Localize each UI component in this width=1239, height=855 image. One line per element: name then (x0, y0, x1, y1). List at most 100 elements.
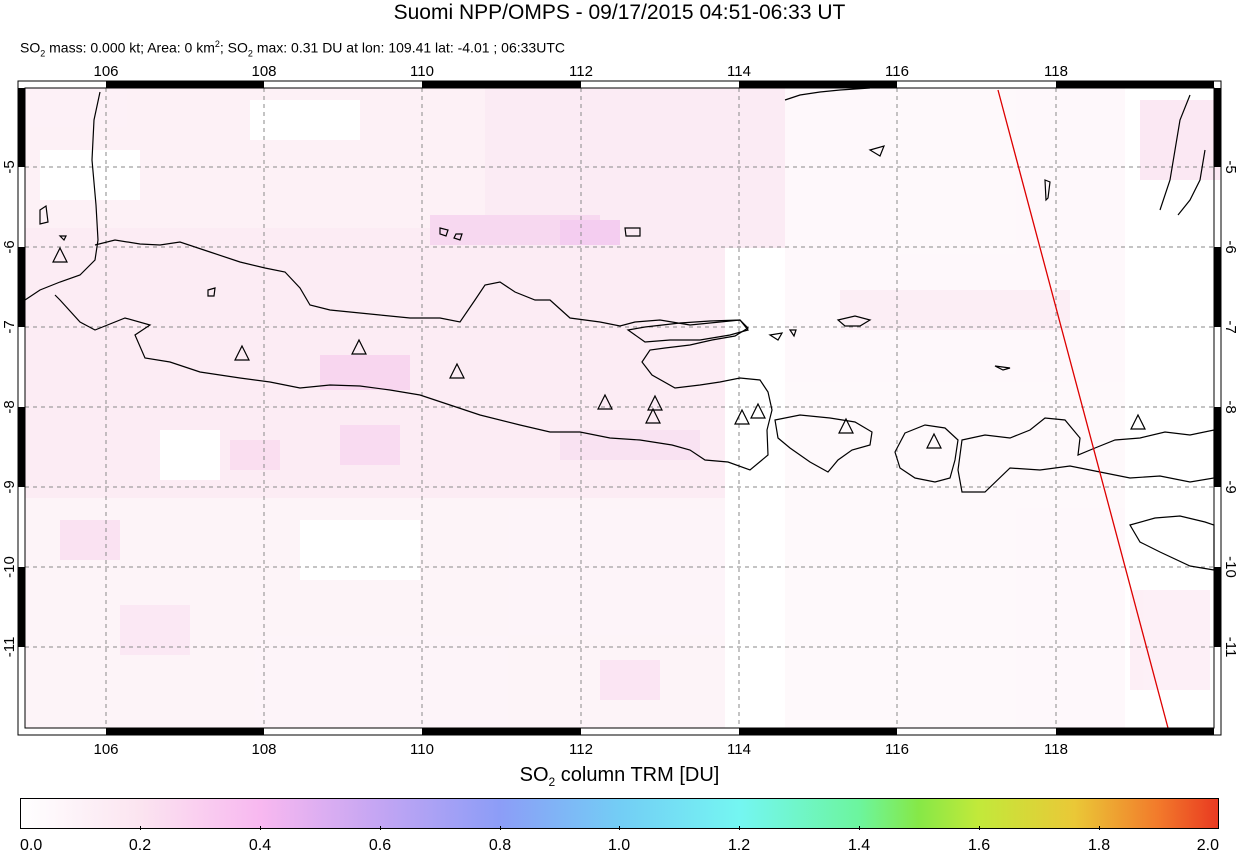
volcano-icon (1130, 413, 1146, 430)
colorbar-tick (260, 826, 261, 830)
colorbar-tick (859, 826, 860, 830)
volcano-icon (750, 402, 766, 419)
map-frame (17, 80, 1222, 736)
lat-label: -7 (1, 320, 18, 333)
orbit-edge-line (997, 89, 1169, 729)
colorbar-tick (500, 826, 501, 830)
sumatra-coast (24, 91, 101, 301)
colorbar-label: 2.0 (1196, 837, 1219, 854)
kangean-coast (836, 315, 872, 327)
colorbar-title: SO2 column TRM [DU] (0, 764, 1239, 789)
lon-label: 108 (251, 63, 276, 80)
lat-label: -7 (1222, 320, 1239, 333)
karimunjawa (439, 227, 463, 241)
volcano-icon (926, 432, 942, 449)
colorbar-label: 0.2 (128, 837, 152, 854)
lat-label: -11 (1222, 637, 1239, 658)
madura-coast (626, 319, 750, 343)
lat-label: -8 (1222, 400, 1239, 413)
lon-label: 108 (251, 741, 276, 758)
volcano-icon (838, 417, 854, 434)
colorbar-label: 0.6 (368, 837, 392, 854)
volcano-icon (52, 246, 68, 263)
bali-coast (774, 414, 873, 473)
so2-pixels (25, 88, 1220, 728)
graticule (25, 88, 1214, 728)
sulawesi-coast (1159, 94, 1206, 216)
kalimantan-coast (784, 87, 871, 101)
colorbar-tick (619, 826, 620, 830)
colorbar-title-pre: SO (519, 764, 549, 786)
volcano-markers (52, 246, 1146, 449)
small-island-5 (1044, 179, 1051, 202)
volcano-icon (449, 362, 465, 379)
so2-map: 106 108 110 112 114 116 118 106 108 110 … (1, 63, 1239, 758)
summary-text-2: mass: 0.000 kt; Area: 0 km (45, 39, 215, 56)
lat-label: -5 (1222, 160, 1239, 173)
volcano-icon (734, 408, 750, 425)
lat-label: -9 (1222, 480, 1239, 493)
small-island-2 (868, 145, 886, 157)
lon-label: 112 (569, 63, 593, 80)
summary-sub-1: 2 (40, 48, 46, 59)
lon-label: 118 (1044, 63, 1068, 80)
java-coast (54, 239, 773, 471)
lon-label: 106 (93, 63, 118, 80)
colorbar-label: 0.0 (20, 837, 43, 854)
lon-label: 110 (410, 63, 434, 80)
lon-label: 112 (569, 741, 593, 758)
summary-text-4: max: 0.31 DU at lon: 109.41 lat: -4.01 ;… (252, 39, 565, 56)
colorbar-title-post: column TRM [DU] (555, 764, 720, 786)
colorbar (20, 798, 1219, 829)
lat-label: -8 (1, 400, 18, 413)
summary-text-3: ; SO (219, 39, 248, 56)
lon-label: 116 (885, 63, 909, 80)
lon-label: 114 (727, 741, 751, 758)
lat-label: -9 (1, 480, 18, 493)
lat-labels-right: -5 -6 -7 -8 -9 -10 -11 (1222, 160, 1239, 657)
summary-sub-3: 2 (247, 48, 253, 59)
lat-label: -5 (1, 160, 18, 173)
colorbar-tick (739, 826, 740, 830)
lon-label: 116 (885, 741, 909, 758)
lon-label: 106 (93, 741, 118, 758)
bawean (624, 227, 641, 237)
sumba-coast (1129, 515, 1215, 571)
volcano-icon (645, 407, 661, 424)
colorbar-title-sub: 2 (548, 775, 556, 789)
lon-label: 110 (410, 741, 434, 758)
sumbawa-coast (957, 417, 1215, 493)
lat-label: -6 (1, 240, 18, 253)
lat-label: -6 (1222, 240, 1239, 253)
volcano-icon (234, 344, 250, 361)
map-title: Suomi NPP/OMPS - 09/17/2015 04:51-06:33 … (393, 1, 846, 24)
colorbar-label: 1.2 (727, 837, 751, 854)
summary-text-1: SO (20, 39, 41, 56)
colorbar-label: 0.8 (488, 837, 512, 854)
lombok-coast (894, 424, 959, 483)
lat-label: -11 (1, 637, 18, 658)
colorbar-label: 1.4 (847, 837, 871, 854)
small-island-3 (39, 204, 67, 242)
colorbar-label: 1.0 (607, 837, 631, 854)
summary-sup-2: 2 (214, 39, 220, 49)
colorbar-label: 0.4 (248, 837, 272, 854)
colorbar-tick (1099, 826, 1100, 830)
colorbar-tick (979, 826, 980, 830)
small-island-1 (207, 287, 216, 297)
lon-labels-top: 106 108 110 112 114 116 118 (93, 63, 1067, 80)
colorbar-label: 1.8 (1087, 837, 1111, 854)
lat-label: -10 (1222, 556, 1239, 578)
colorbar-tick (380, 826, 381, 830)
lat-label: -10 (1, 556, 18, 578)
volcano-icon (647, 394, 663, 411)
small-island-4 (768, 329, 1011, 371)
so2-summary: SO2 mass: 0.000 kt; Area: 0 km2; SO2 max… (20, 35, 565, 62)
lon-labels-bottom: 106 108 110 112 114 116 118 (93, 741, 1067, 758)
colorbar-label: 1.6 (967, 837, 991, 854)
volcano-icon (597, 393, 613, 410)
volcano-icon (351, 338, 367, 355)
lon-label: 118 (1044, 741, 1068, 758)
lon-label: 114 (727, 63, 751, 80)
colorbar-tick (140, 826, 141, 830)
